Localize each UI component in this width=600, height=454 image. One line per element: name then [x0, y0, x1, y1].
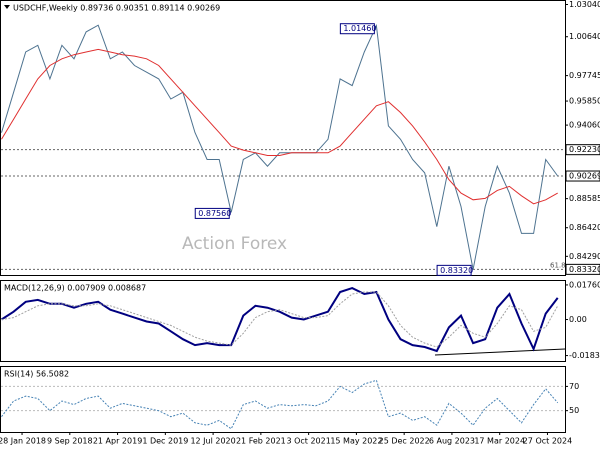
- series-line: [1, 23, 559, 270]
- y-tick-label: 70: [569, 382, 579, 391]
- x-tick-label: 6 Aug 2023: [429, 437, 475, 446]
- series-line: [1, 291, 559, 348]
- x-tick-label: 21 Apr 2019: [93, 437, 142, 446]
- y-tick-label: 0.97745: [569, 71, 600, 80]
- trendline: [434, 348, 566, 356]
- annotation-box: [194, 207, 230, 219]
- fib-label: 61.8: [550, 261, 566, 269]
- panel-title: USDCHF,Weekly 0.89736 0.90351 0.89114 0.…: [13, 4, 220, 13]
- x-tick-label: 27 Oct 2024: [523, 437, 572, 446]
- level-label: 0.92230: [569, 145, 600, 154]
- level-label: 0.83320: [569, 265, 600, 274]
- x-tick-label: 25 Dec 2022: [379, 437, 430, 446]
- y-tick-label: 0.00: [569, 315, 587, 324]
- y-tick-label: 0.95850: [569, 97, 600, 106]
- x-tick-label: 1 Dec 2019: [142, 437, 188, 446]
- y-tick-label: 0.88585: [569, 194, 600, 203]
- level-label: 0.90269: [569, 172, 600, 181]
- y-tick-label: 0.017603: [569, 280, 600, 289]
- y-tick-label: 1.00640: [569, 32, 600, 41]
- x-tick-label: 9 Sep 2018: [47, 437, 93, 446]
- panel-title: MACD(12,26,9) 0.007909 0.008687: [4, 284, 146, 293]
- annotation-box: [339, 23, 375, 35]
- x-tick-label: 15 May 2022: [330, 437, 382, 446]
- x-tick-label: 21 Feb 2021: [236, 437, 286, 446]
- x-tick-label: 28 Jan 2018: [0, 437, 46, 446]
- price-panel: [0, 0, 566, 276]
- panel-title: RSI(14) 56.5082: [4, 370, 69, 379]
- watermark: Action Forex: [182, 234, 287, 254]
- level-box: [565, 170, 600, 182]
- series-line: [0, 287, 559, 353]
- level-box: [565, 263, 600, 275]
- annotation-label: 0.83320: [440, 266, 473, 275]
- annotation-label: 1.01460: [343, 24, 376, 33]
- macd-panel: [0, 280, 566, 362]
- series-line: [1, 379, 559, 430]
- y-tick-label: -0.01834: [569, 351, 600, 360]
- y-tick-label: 0.94060: [569, 121, 600, 130]
- x-tick-label: 17 Mar 2024: [474, 437, 525, 446]
- y-tick-label: 0.84290: [569, 252, 600, 261]
- x-tick-label: 12 Jul 2020: [190, 437, 235, 446]
- annotation-label: 0.87560: [198, 209, 231, 218]
- series-line: [1, 48, 558, 205]
- level-box: [565, 144, 600, 156]
- x-tick-label: 3 Oct 2021: [286, 437, 330, 446]
- rsi-panel: [0, 366, 566, 433]
- y-tick-label: 1.03040: [569, 0, 600, 9]
- menu-arrow: [4, 5, 10, 9]
- y-tick-label: 50: [569, 406, 579, 415]
- y-tick-label: 0.86420: [569, 223, 600, 232]
- annotation-box: [436, 264, 472, 276]
